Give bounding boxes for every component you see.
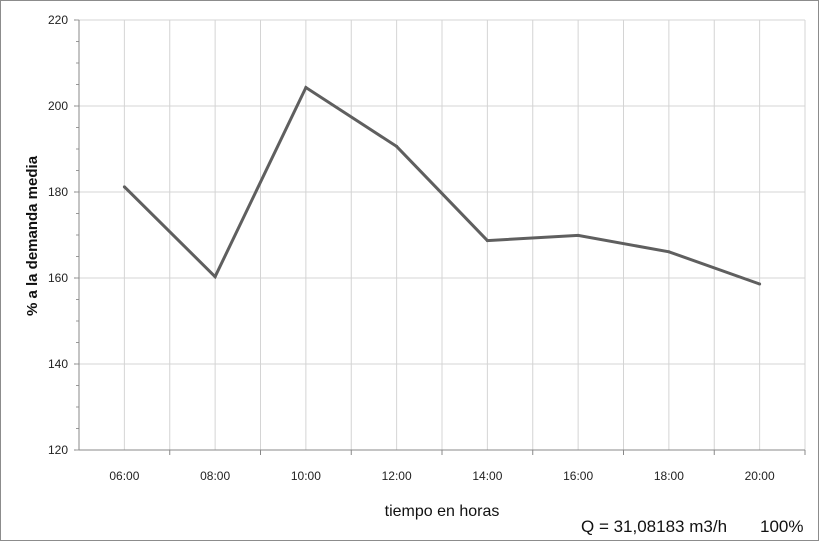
flow-annotation: Q = 31,08183 m3/h	[581, 517, 727, 536]
y-tick-label: 140	[48, 357, 68, 371]
x-tick-label: 18:00	[654, 469, 684, 483]
axes	[74, 19, 806, 455]
x-tick-label: 10:00	[291, 469, 321, 483]
x-tick-label: 08:00	[200, 469, 230, 483]
data-point	[395, 144, 399, 148]
x-axis-ticks: 06:00 08:00 10:00 12:00 14:00 16:00 18:00 20:00	[109, 469, 775, 483]
data-point	[758, 282, 762, 286]
x-axis-title: tiempo en horas	[385, 503, 500, 520]
y-tick-label: 120	[48, 443, 68, 457]
x-tick-label: 06:00	[109, 469, 139, 483]
percent-annotation: 100%	[760, 517, 803, 536]
grid	[79, 19, 806, 450]
data-point	[122, 185, 126, 189]
y-tick-label: 220	[48, 13, 68, 27]
x-tick-label: 12:00	[382, 469, 412, 483]
data-point	[576, 233, 580, 237]
data-point	[667, 250, 671, 254]
y-axis-ticks: 120 140 160 180 200 220	[48, 13, 68, 457]
y-tick-label: 200	[48, 99, 68, 113]
data-point	[213, 275, 217, 279]
y-tick-label: 160	[48, 271, 68, 285]
y-axis-title: % a la demanda media	[24, 155, 41, 316]
data-point	[304, 86, 308, 90]
y-tick-label: 180	[48, 185, 68, 199]
x-tick-label: 14:00	[472, 469, 502, 483]
series	[122, 85, 762, 286]
data-point	[485, 239, 489, 243]
x-tick-label: 16:00	[563, 469, 593, 483]
series-line	[123, 85, 761, 286]
x-tick-label: 20:00	[745, 469, 775, 483]
